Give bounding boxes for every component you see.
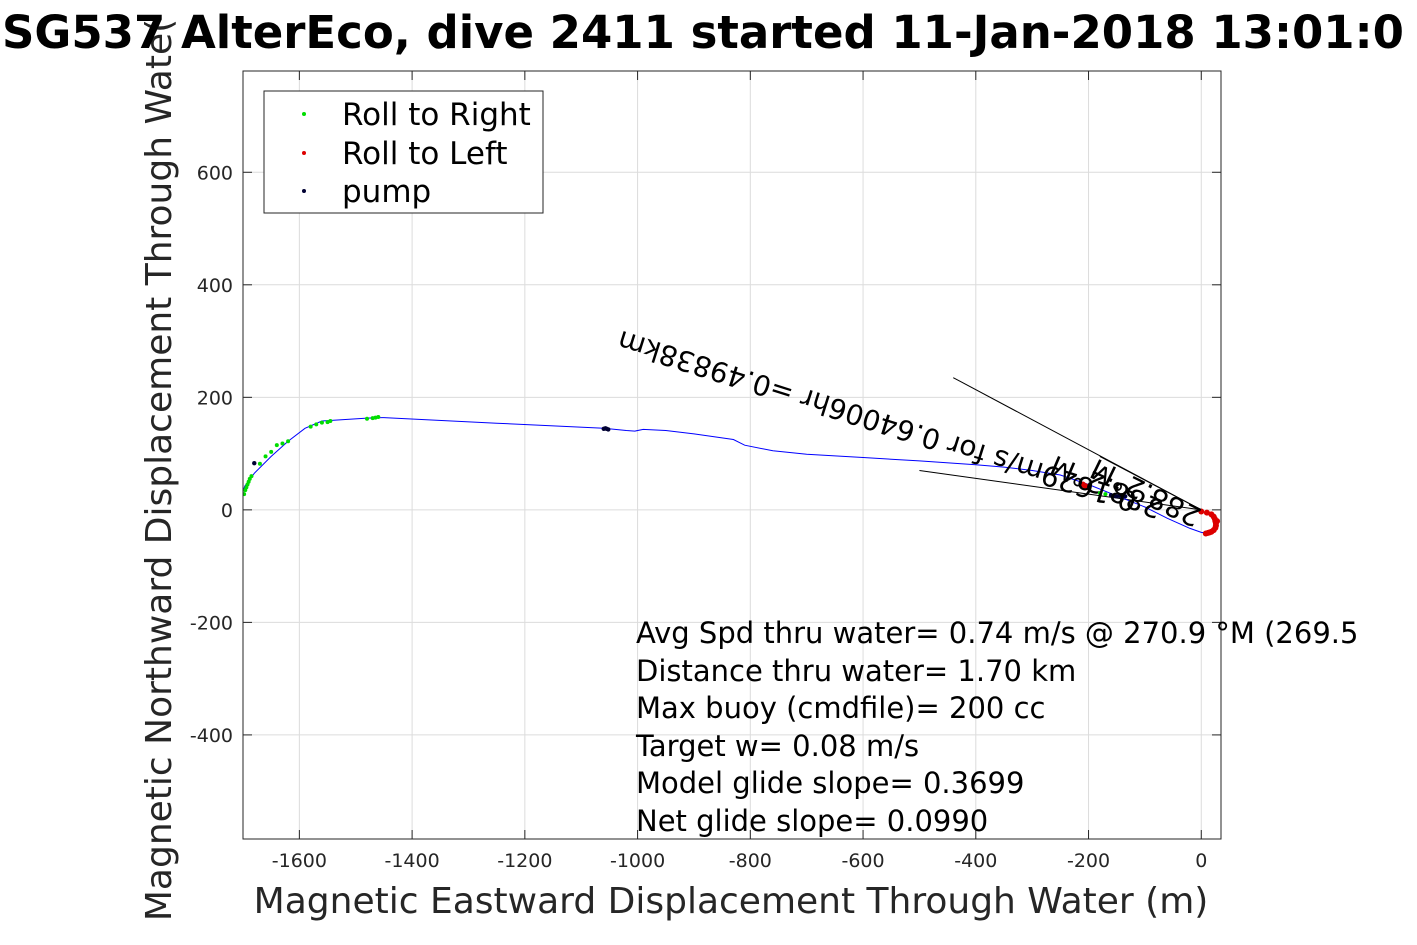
x-tick-label: -1000 [610, 850, 665, 872]
stats-line-distance: Distance thru water= 1.70 km [636, 654, 1076, 688]
y-tick-label: 0 [221, 500, 233, 522]
x-axis-label: Magnetic Eastward Displacement Through W… [254, 881, 1209, 922]
roll-left-point [1206, 529, 1213, 536]
y-tick-label: 600 [197, 162, 233, 184]
legend-box [263, 90, 544, 214]
roll-right-point [1097, 490, 1102, 495]
x-tick-label: -200 [1067, 850, 1110, 872]
vector-line [919, 469, 1202, 511]
stats-block: Avg Spd thru water= 0.74 m/s @ 270.9 °M … [635, 616, 1358, 838]
roll-right-point [243, 492, 247, 497]
roll-left-point [1214, 518, 1221, 525]
roll-right-point [308, 424, 313, 429]
x-tick-label: -600 [841, 850, 884, 872]
roll-right-point [249, 474, 254, 479]
roll-right-point [269, 449, 274, 454]
legend: Roll to Right Roll to Left pump [263, 90, 544, 214]
roll-left-point [1198, 508, 1205, 515]
roll-right-point [257, 461, 262, 466]
pump-point [1122, 494, 1128, 499]
roll-right-point [376, 415, 381, 420]
roll-right-point [280, 441, 285, 446]
roll-right-point [365, 416, 370, 421]
y-tick-label: -400 [190, 725, 233, 747]
y-tick-label: 400 [197, 275, 233, 297]
roll-left-point [1203, 509, 1210, 516]
x-tick-label: -1400 [384, 850, 439, 872]
x-tick-label: -400 [954, 850, 997, 872]
chart-title: SG537 AlterEco, dive 2411 started 11-Jan… [2, 6, 1404, 59]
roll-right-point [286, 439, 291, 444]
track-layer [243, 417, 1218, 535]
marker-layer [243, 415, 1221, 537]
roll-right-point [319, 420, 324, 425]
x-tick-label: -1200 [497, 850, 552, 872]
vector-lines [919, 377, 1202, 511]
legend-label-roll-left: Roll to Left [342, 136, 508, 172]
roll-right-point [1103, 492, 1108, 497]
y-axis-label: Magnetic Northward Displacement Through … [139, 19, 180, 921]
axis-ticks: -1600 -1400 -1200 -1000 -800 -600 -400 -200 0 -40… [190, 71, 1221, 872]
roll-left-point [1085, 484, 1092, 491]
vector-line [1099, 455, 1202, 511]
legend-label-roll-right: Roll to Right [342, 97, 531, 133]
roll-right-point [274, 443, 279, 448]
roll-right-point [263, 454, 268, 459]
x-tick-label: -1600 [272, 850, 327, 872]
pump-point [606, 427, 611, 432]
pump-point [252, 460, 257, 466]
y-tick-label: 200 [197, 387, 233, 409]
roll-right-point [328, 418, 333, 423]
x-tick-label: 0 [1195, 850, 1207, 872]
track-line [243, 417, 1218, 535]
x-tick-label: -800 [729, 850, 772, 872]
axes-box [242, 70, 1222, 840]
legend-marker-roll-left [302, 151, 306, 155]
y-tick-label: -200 [190, 612, 233, 634]
stats-line-net-glide: Net glide slope= 0.0990 [636, 804, 988, 838]
legend-marker-roll-right [302, 112, 306, 116]
stats-line-model-glide: Model glide slope= 0.3699 [636, 766, 1024, 800]
legend-label-pump: pump [342, 174, 431, 210]
stats-line-max-buoy: Max buoy (cmdfile)= 200 cc [636, 691, 1045, 725]
stats-line-avg-speed: Avg Spd thru water= 0.74 m/s @ 270.9 °M … [636, 616, 1358, 650]
roll-right-point [314, 422, 319, 427]
legend-marker-pump [302, 189, 306, 193]
stats-line-target-w: Target w= 0.08 m/s [635, 729, 919, 763]
